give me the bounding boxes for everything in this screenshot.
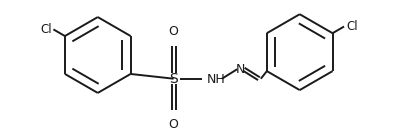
Text: N: N — [235, 63, 244, 76]
Text: O: O — [168, 25, 178, 38]
Text: S: S — [169, 72, 177, 86]
Text: Cl: Cl — [345, 20, 357, 33]
Text: O: O — [168, 118, 178, 131]
Text: NH: NH — [206, 73, 225, 86]
Text: Cl: Cl — [40, 23, 51, 36]
